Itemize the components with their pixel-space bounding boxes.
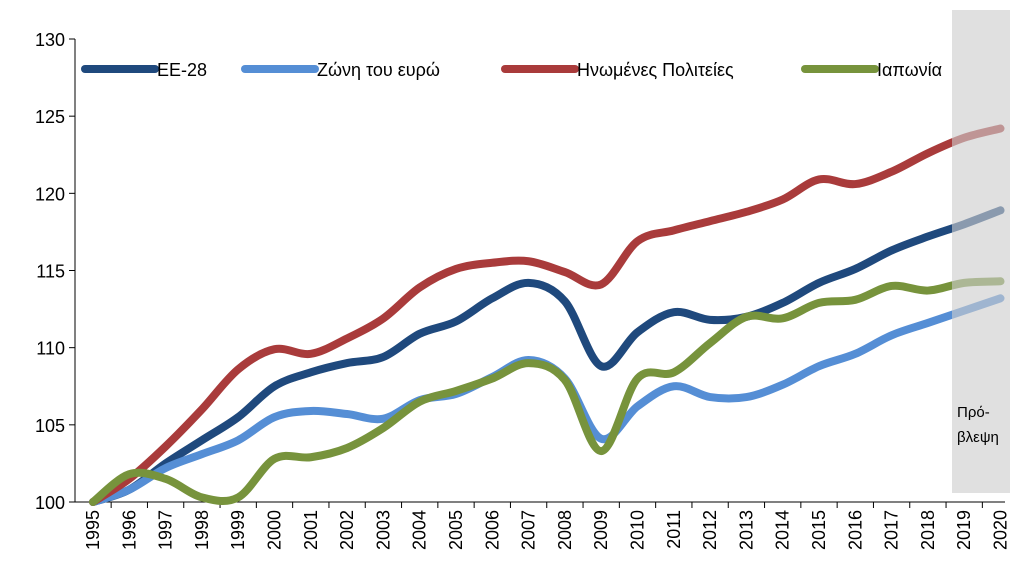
x-tick-label: 2015	[809, 510, 829, 550]
x-tick-label: 2009	[591, 510, 611, 550]
x-tick-label: 2007	[519, 510, 539, 550]
x-tick-label: 2000	[265, 510, 285, 550]
y-tick-label: 110	[36, 339, 65, 359]
x-tick-label: 1999	[228, 510, 248, 550]
legend-label: ΕΕ-28	[157, 60, 207, 80]
x-tick-label: 2006	[482, 510, 502, 550]
legend-label: Ζώνη του ευρώ	[317, 60, 440, 80]
series-line	[89, 206, 1005, 506]
y-tick-label: 130	[35, 30, 65, 50]
x-tick-label: 1996	[119, 510, 139, 550]
x-tick-label: 2003	[373, 510, 393, 550]
series-line	[89, 277, 1005, 506]
x-tick-label: 2011	[664, 510, 684, 549]
x-tick-label: 1995	[83, 510, 103, 550]
y-tick-label: 100	[35, 493, 65, 513]
x-tick-label: 2004	[410, 510, 430, 550]
x-tick-label: 1997	[156, 510, 176, 550]
series-line	[89, 124, 1005, 506]
x-tick-label: 2014	[773, 510, 793, 550]
x-tick-label: 2018	[918, 510, 938, 550]
x-tick-label: 2010	[628, 510, 648, 550]
y-tick-label: 120	[35, 184, 65, 204]
x-tick-label: 2001	[301, 510, 321, 550]
series-line	[89, 294, 1005, 506]
x-tick-label: 2008	[555, 510, 575, 550]
legend-label: Ιαπωνία	[877, 60, 942, 80]
legend-label: Ηνωμένες Πολιτείες	[577, 60, 734, 80]
x-tick-label: 2005	[446, 510, 466, 550]
annotation: βλεψη	[957, 429, 999, 446]
y-tick-label: 125	[35, 107, 65, 127]
x-tick-label: 2020	[991, 510, 1011, 550]
y-tick-label: 105	[35, 416, 65, 436]
y-tick-label: 115	[36, 262, 65, 282]
x-tick-label: 2019	[954, 510, 974, 550]
forecast-region	[952, 10, 1010, 493]
x-tick-label: 2017	[882, 510, 902, 550]
x-tick-label: 2013	[736, 510, 756, 550]
annotation: Πρό-	[957, 404, 990, 421]
x-tick-label: 2012	[700, 510, 720, 550]
x-tick-label: 1998	[192, 510, 212, 550]
x-tick-label: 2002	[337, 510, 357, 550]
x-tick-label: 2016	[845, 510, 865, 550]
